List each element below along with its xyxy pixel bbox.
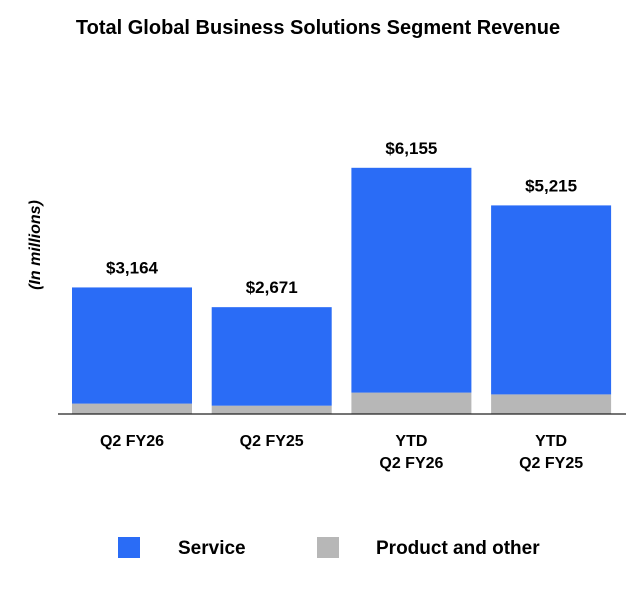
bar-product-and-other-0 — [72, 403, 192, 414]
data-label-2: $6,155 — [385, 139, 437, 158]
x-tick-label-3-0: YTD — [535, 433, 567, 450]
legend-label-service: Service — [178, 538, 246, 559]
x-tick-label-3-1: Q2 FY25 — [519, 455, 583, 472]
bar-service-3 — [491, 205, 612, 395]
x-tick-labels: Q2 FY26 Q2 FY25 YTD Q2 FY26 YTD Q2 FY25 — [100, 433, 583, 472]
bar-service-1 — [211, 307, 332, 406]
legend-swatch-product-and-other — [317, 537, 339, 558]
data-labels-group: $3,164 $2,671 $6,155 $5,215 — [106, 139, 577, 297]
legend-label-product-and-other: Product and other — [376, 538, 540, 559]
bar-service-2 — [351, 167, 472, 393]
y-axis-label: (In millions) — [27, 200, 44, 290]
bar-product-and-other-1 — [211, 405, 332, 414]
legend: Service Product and other — [118, 537, 540, 559]
x-tick-label-1-0: Q2 FY25 — [240, 433, 304, 450]
x-tick-label-2-0: YTD — [395, 433, 427, 450]
bar-product-and-other-3 — [491, 394, 612, 414]
chart-title: Total Global Business Solutions Segment … — [76, 17, 560, 39]
data-label-3: $5,215 — [525, 176, 577, 195]
data-label-1: $2,671 — [246, 278, 298, 297]
bar-product-and-other-2 — [351, 392, 472, 414]
bar-service-0 — [72, 287, 192, 404]
legend-swatch-service — [118, 537, 140, 558]
x-tick-label-2-1: Q2 FY26 — [379, 455, 443, 472]
x-tick-label-0-0: Q2 FY26 — [100, 433, 164, 450]
bars-group — [72, 167, 612, 414]
data-label-0: $3,164 — [106, 258, 159, 277]
